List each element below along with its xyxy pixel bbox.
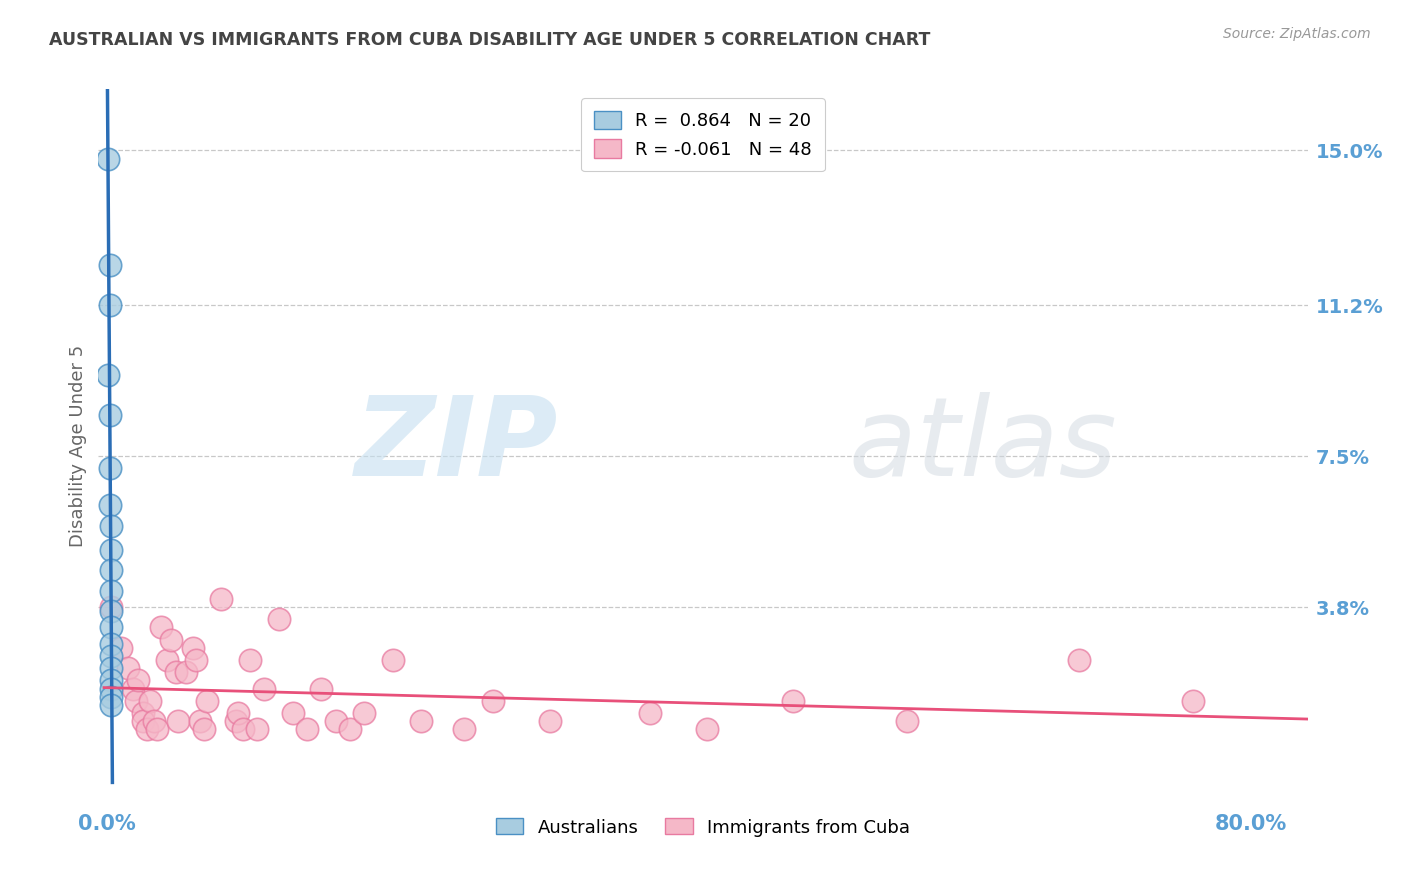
Legend: Australians, Immigrants from Cuba: Australians, Immigrants from Cuba [489, 811, 917, 844]
Point [1067, 653, 1090, 667]
Point [100, 600, 122, 615]
Point [184, 653, 207, 667]
Point [453, 723, 475, 737]
Point [167, 714, 190, 729]
Point [281, 706, 304, 720]
Point [98, 461, 121, 475]
Point [100, 637, 122, 651]
Point [124, 694, 146, 708]
Point [267, 612, 290, 626]
Point [160, 632, 183, 647]
Point [696, 723, 718, 737]
Point [193, 723, 215, 737]
Point [121, 681, 143, 696]
Point [117, 661, 139, 675]
Point [896, 714, 918, 729]
Point [100, 563, 122, 577]
Point [100, 583, 122, 598]
Point [1182, 694, 1205, 708]
Point [100, 698, 122, 712]
Point [209, 591, 232, 606]
Text: AUSTRALIAN VS IMMIGRANTS FROM CUBA DISABILITY AGE UNDER 5 CORRELATION CHART: AUSTRALIAN VS IMMIGRANTS FROM CUBA DISAB… [49, 31, 931, 49]
Point [100, 620, 122, 634]
Point [246, 723, 269, 737]
Point [136, 723, 159, 737]
Point [381, 653, 404, 667]
Point [143, 714, 166, 729]
Point [100, 648, 122, 663]
Point [311, 681, 333, 696]
Point [295, 723, 318, 737]
Point [98, 498, 121, 512]
Point [132, 706, 155, 720]
Point [127, 673, 149, 688]
Point [253, 681, 276, 696]
Point [100, 604, 122, 618]
Point [538, 714, 561, 729]
Point [411, 714, 433, 729]
Point [195, 694, 218, 708]
Point [150, 620, 173, 634]
Point [97, 368, 120, 382]
Point [100, 690, 122, 704]
Point [132, 714, 155, 729]
Point [225, 714, 247, 729]
Point [100, 681, 122, 696]
Point [181, 640, 204, 655]
Point [139, 694, 162, 708]
Point [100, 518, 122, 533]
Point [782, 694, 804, 708]
Point [228, 706, 250, 720]
Point [232, 723, 254, 737]
Point [98, 409, 121, 423]
Text: atlas: atlas [848, 392, 1116, 500]
Point [174, 665, 197, 680]
Point [638, 706, 661, 720]
Point [100, 673, 122, 688]
Point [98, 298, 121, 312]
Point [325, 714, 347, 729]
Text: Source: ZipAtlas.com: Source: ZipAtlas.com [1223, 27, 1371, 41]
Point [98, 258, 121, 272]
Point [146, 723, 169, 737]
Point [239, 653, 262, 667]
Point [353, 706, 375, 720]
Point [110, 640, 132, 655]
Point [97, 152, 120, 166]
Point [100, 543, 122, 558]
Point [165, 665, 187, 680]
Point [339, 723, 361, 737]
Y-axis label: Disability Age Under 5: Disability Age Under 5 [69, 345, 87, 547]
Text: ZIP: ZIP [354, 392, 558, 500]
Point [188, 714, 211, 729]
Point [100, 661, 122, 675]
Point [156, 653, 179, 667]
Point [482, 694, 505, 708]
